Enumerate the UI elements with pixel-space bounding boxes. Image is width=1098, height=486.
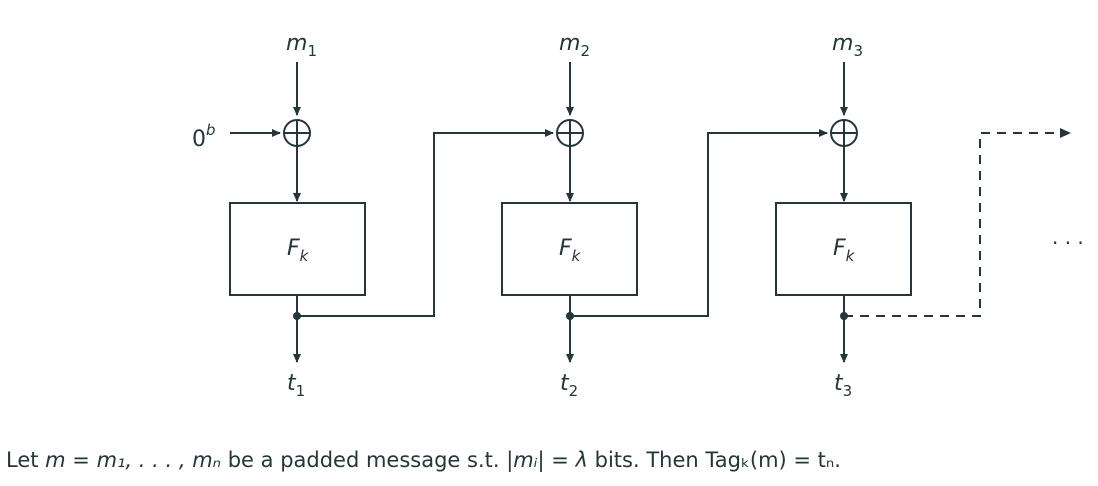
caption-definition: m = m₁, . . . , mₙ — [45, 448, 222, 472]
caption: Let m = m₁, . . . , mₙ be a padded messa… — [6, 448, 841, 472]
tag-label-2: t2 — [560, 371, 578, 400]
prf-label-3: Fk — [833, 236, 856, 265]
continuation-ellipsis: · · · — [1052, 231, 1084, 255]
prf-block-1 — [229, 202, 366, 296]
block-3: m3 Fk t3 — [775, 31, 912, 400]
xor-icon-1 — [283, 119, 311, 147]
chain-arrow-2-3 — [570, 129, 828, 317]
message-label-1: m1 — [286, 31, 317, 60]
tag-label-1: t1 — [287, 371, 305, 400]
caption-intro: Let — [6, 448, 46, 472]
caption-middle2: bits. Then — [587, 448, 706, 472]
block-2: m2 Fk t2 — [501, 31, 638, 400]
block-1: m1 0b Fk t1 — [192, 31, 366, 400]
iv-label: 0b — [192, 121, 216, 152]
chain-arrow-1-2 — [297, 129, 554, 317]
caption-constraint: |mᵢ| = λ — [506, 448, 588, 472]
xor-icon-3 — [830, 119, 858, 147]
continuation-dashed-arrow — [844, 132, 1068, 317]
prf-block-2 — [501, 202, 638, 296]
prf-label-1: Fk — [287, 236, 310, 265]
xor-icon-2 — [556, 119, 584, 147]
caption-result: Tagₖ(m) = tₙ — [705, 448, 835, 472]
tag-label-3: t3 — [834, 371, 852, 400]
message-label-2: m2 — [559, 31, 590, 60]
caption-middle: be a padded message s.t. — [221, 448, 507, 472]
prf-block-3 — [775, 202, 912, 296]
caption-end: . — [834, 448, 841, 472]
continuation-arrowhead — [1060, 128, 1071, 138]
prf-label-2: Fk — [559, 236, 582, 265]
message-label-3: m3 — [832, 31, 863, 60]
